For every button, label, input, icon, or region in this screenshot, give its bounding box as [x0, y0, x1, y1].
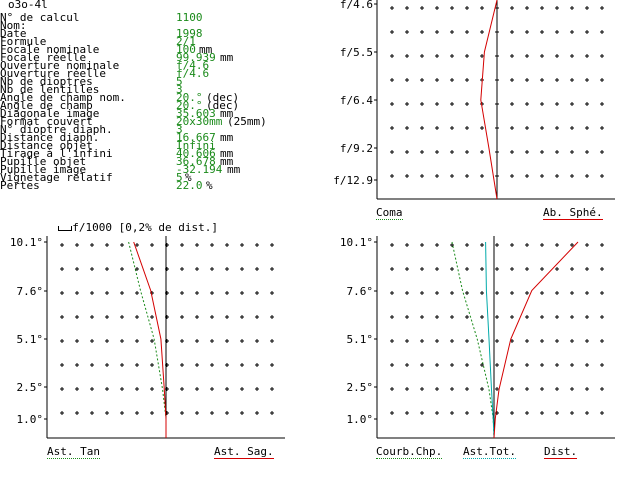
param-label: Distance diaph. — [0, 131, 100, 144]
param-label: Focale réelle — [0, 51, 87, 64]
param-label: Distance objet — [0, 139, 93, 152]
legend-ast-sag: Ast. Sag. — [214, 445, 274, 459]
param-value: 3 — [176, 83, 183, 96]
param-value: 22.0 — [176, 179, 203, 192]
tick-label: 2.5° — [17, 381, 44, 394]
param-label: Formule — [0, 35, 47, 48]
tick-label: 10.1° — [340, 236, 373, 249]
param-label: Pupille image — [0, 163, 87, 176]
param-value: f/4.6 — [176, 67, 210, 80]
legend-dist: Dist. — [544, 445, 578, 459]
param-label: Vignetage relatif — [0, 171, 113, 184]
param-value: 20.° — [176, 99, 203, 112]
param-unit: mm — [227, 163, 241, 176]
param-label: N° de calcul — [0, 11, 80, 24]
param-label: Ouverture nominale — [0, 59, 120, 72]
param-unit: mm — [220, 51, 234, 64]
series-ast-tan-line — [128, 241, 167, 438]
param-value: 20x30mm — [176, 115, 223, 128]
param-label: Format couvert — [0, 115, 93, 128]
series-ast-sag-line — [133, 241, 167, 438]
param-unit: % — [206, 179, 213, 192]
param-value: 1100 — [176, 11, 203, 24]
param-unit: mm — [220, 107, 234, 120]
param-unit: (dec) — [206, 91, 240, 104]
param-value: 36.678 — [176, 155, 216, 168]
legend-label: Dist. — [544, 445, 578, 459]
param-label: Ouverture réelle — [0, 67, 106, 80]
param-label: Diagonale image — [0, 107, 100, 120]
legend-spherical: Ab. Sphé. — [543, 206, 603, 220]
tick-label: f/5.5 — [340, 46, 373, 59]
param-value: 16.667 — [176, 131, 216, 144]
param-label: Pupille objet — [0, 155, 87, 168]
tick-label: 7.6° — [17, 285, 44, 298]
param-value: 1998 — [176, 27, 203, 40]
tick-label: 10.1° — [10, 236, 43, 249]
param-label: Angle de champ nom. — [0, 91, 126, 104]
param-label: Tirage à l'infini — [0, 147, 113, 160]
param-label: Nb de lentilles — [0, 83, 100, 96]
param-value: f/4.6 — [176, 59, 210, 72]
param-value: 5 — [176, 171, 183, 184]
legend-label: Ast. Sag. — [214, 445, 274, 459]
param-label: Nom: — [0, 19, 27, 32]
series-courb-chp-line — [451, 241, 495, 439]
param-label: Pertes — [0, 179, 40, 192]
param-label: Nb de dioptres — [0, 75, 93, 88]
series-ast-tot-line — [485, 241, 495, 439]
tick-label: f/9.2 — [340, 142, 373, 155]
scale-bar-icon — [58, 225, 73, 231]
tick-label: 5.1° — [347, 333, 374, 346]
param-value: 100 — [176, 43, 196, 56]
tick-label: 5.1° — [17, 333, 44, 346]
legend-label: Coma — [376, 206, 403, 220]
legend-label: Ab. Sphé. — [543, 206, 603, 220]
param-value: 99.939 — [176, 51, 216, 64]
tick-label: 1.0° — [347, 413, 374, 426]
legend-courb-chp: Courb.Chp. — [376, 445, 443, 459]
legend-label: Ast.Tot. — [463, 445, 516, 459]
param-label: Angle de champ — [0, 99, 93, 112]
param-label: Date — [0, 27, 27, 40]
tick-label: 7.6° — [347, 285, 374, 298]
tick-label: 2.5° — [347, 381, 374, 394]
param-value: 3 — [176, 123, 183, 136]
param-value: Infini — [176, 139, 216, 152]
param-unit: mm — [220, 147, 234, 160]
legend-ast-tan: Ast. Tan — [47, 445, 100, 459]
legend-coma: Coma — [376, 206, 403, 220]
param-value: 2/1 — [176, 35, 196, 48]
legend-label: Courb.Chp. — [376, 445, 443, 459]
legend-ast-tot: Ast.Tot. — [463, 445, 516, 459]
param-value: 5 — [176, 75, 183, 88]
tick-label: f/6.4 — [340, 94, 373, 107]
param-unit: % — [185, 171, 192, 184]
legend-label: Ast. Tan — [47, 445, 100, 459]
param-unit: mm — [220, 155, 234, 168]
param-value: -32.194 — [176, 163, 223, 176]
param-value: 40.606 — [176, 147, 216, 160]
window-title: o3o-4l — [8, 0, 48, 11]
param-unit: (dec) — [206, 99, 240, 112]
param-label: N° dioptre diaph. — [0, 123, 113, 136]
series-spherical-line — [480, 0, 498, 200]
param-value: 20.° — [176, 91, 203, 104]
param-value: 35.603 — [176, 107, 216, 120]
series-dist-line — [493, 241, 579, 439]
tick-label: 1.0° — [17, 413, 44, 426]
scale-note: f/1000 [0,2% de dist.] — [45, 213, 218, 233]
param-unit: (25mm) — [227, 115, 267, 128]
param-unit: mm — [199, 43, 213, 56]
param-unit: mm — [220, 131, 234, 144]
tick-label: f/12.9 — [333, 174, 373, 187]
tick-label: f/4.6 — [340, 0, 373, 11]
param-label: Focale nominale — [0, 43, 100, 56]
